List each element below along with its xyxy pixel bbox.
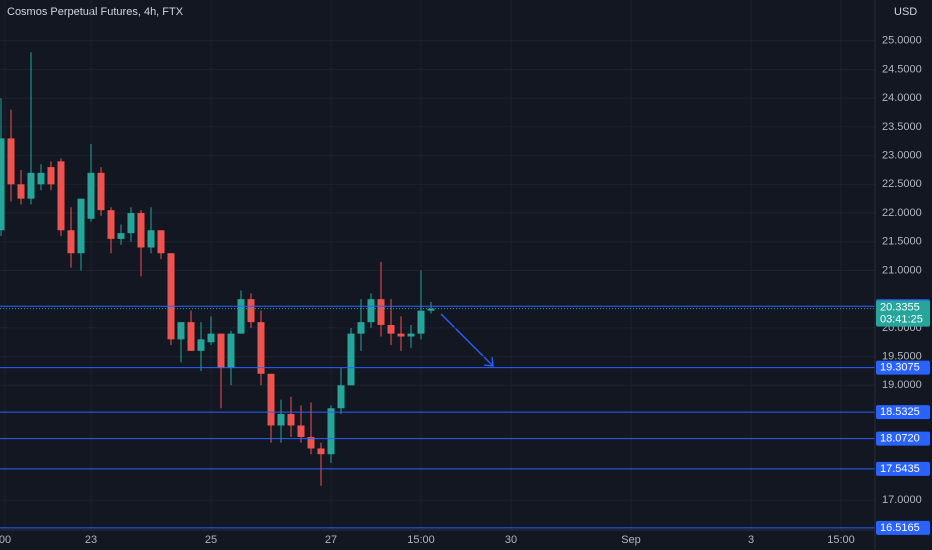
candle-body bbox=[327, 408, 335, 455]
x-tick-label: 23 bbox=[85, 534, 97, 546]
candle-body bbox=[167, 253, 175, 340]
candle-body bbox=[287, 414, 295, 426]
plot bbox=[0, 52, 875, 529]
y-tick-label: 21.5000 bbox=[882, 236, 922, 248]
y-tick-label: 21.0000 bbox=[882, 264, 922, 276]
candle-body bbox=[417, 310, 425, 334]
candle-body bbox=[357, 322, 365, 334]
y-tick-label: 24.5000 bbox=[882, 63, 922, 75]
y-tick-label: 23.0000 bbox=[882, 150, 922, 162]
level-label: 19.3075 bbox=[880, 362, 920, 374]
level-label-box bbox=[876, 461, 930, 476]
candle-body bbox=[347, 333, 355, 386]
candle-body bbox=[7, 138, 15, 185]
candle-body bbox=[57, 161, 65, 231]
y-tick-label: 17.0000 bbox=[882, 494, 922, 506]
last-price-label: 20.3355 bbox=[880, 302, 920, 314]
level-label-box bbox=[876, 520, 930, 535]
candle-body bbox=[187, 322, 195, 351]
level-label: 16.5165 bbox=[880, 522, 920, 534]
level-label-box bbox=[876, 360, 930, 375]
candle-body bbox=[407, 333, 415, 337]
x-tick-label: 30 bbox=[505, 534, 517, 546]
candle-body bbox=[297, 425, 305, 437]
y-tick-label: 22.5000 bbox=[882, 178, 922, 190]
x-tick-label: 3 bbox=[748, 534, 754, 546]
candle-body bbox=[207, 333, 215, 343]
candle-body bbox=[317, 448, 325, 455]
level-label-box bbox=[876, 431, 930, 446]
candle-body bbox=[427, 308, 435, 311]
x-tick-label: 15:00 bbox=[827, 534, 855, 546]
arrow-head bbox=[483, 356, 494, 367]
candle-body bbox=[87, 172, 95, 219]
candle-body bbox=[267, 373, 275, 426]
candle-body bbox=[147, 230, 155, 248]
candle-body bbox=[47, 167, 55, 185]
candle-body bbox=[377, 299, 385, 326]
candle-body bbox=[387, 325, 395, 334]
candle-body bbox=[0, 138, 5, 231]
candle-body bbox=[237, 299, 245, 334]
last-price-box bbox=[876, 300, 930, 327]
y-tick-label: 25.0000 bbox=[882, 35, 922, 47]
candle-body bbox=[177, 322, 185, 340]
candle-body bbox=[367, 299, 375, 323]
candle-body bbox=[77, 198, 85, 254]
x-tick-label: 25 bbox=[205, 534, 217, 546]
x-tick-label: 15:00 bbox=[407, 534, 435, 546]
x-tick-label: 00 bbox=[0, 534, 11, 546]
level-label: 17.5435 bbox=[880, 463, 920, 475]
candle-body bbox=[397, 333, 405, 337]
candle-body bbox=[277, 414, 285, 426]
price-axis bbox=[875, 0, 932, 550]
y-tick-label: 19.5000 bbox=[882, 350, 922, 362]
currency: USD bbox=[894, 6, 917, 18]
candle-body bbox=[307, 436, 315, 449]
candle-body bbox=[137, 213, 145, 248]
level-label: 18.0720 bbox=[880, 432, 920, 444]
candle-body bbox=[117, 233, 125, 239]
x-tick-label: 27 bbox=[325, 534, 337, 546]
arrow bbox=[440, 313, 494, 367]
y-tick-label: 24.0000 bbox=[882, 92, 922, 104]
level-label: 18.5325 bbox=[880, 406, 920, 418]
currency-box bbox=[890, 4, 922, 19]
y-tick-label: 22.0000 bbox=[882, 207, 922, 219]
candle-body bbox=[157, 230, 165, 254]
candle-body bbox=[247, 299, 255, 323]
candle-body bbox=[197, 339, 205, 351]
chart-title: Cosmos Perpetual Futures, 4h, FTX bbox=[7, 6, 184, 18]
y-tick-label: 19.0000 bbox=[882, 379, 922, 391]
candle-body bbox=[107, 210, 115, 239]
grid bbox=[0, 0, 875, 530]
countdown: 03:41:25 bbox=[880, 314, 923, 326]
candle-body bbox=[27, 172, 35, 199]
y-tick-label: 23.5000 bbox=[882, 121, 922, 133]
candle-body bbox=[227, 333, 235, 369]
candle-body bbox=[127, 213, 135, 234]
candle-body bbox=[97, 172, 105, 211]
candle-body bbox=[67, 230, 75, 254]
x-tick-label: Sep bbox=[621, 534, 641, 546]
level-label-box bbox=[876, 405, 930, 420]
candle-body bbox=[337, 385, 345, 409]
candle-body bbox=[17, 184, 25, 199]
candle-body bbox=[217, 333, 225, 369]
candle-body bbox=[37, 172, 45, 185]
candle-body bbox=[257, 322, 265, 374]
